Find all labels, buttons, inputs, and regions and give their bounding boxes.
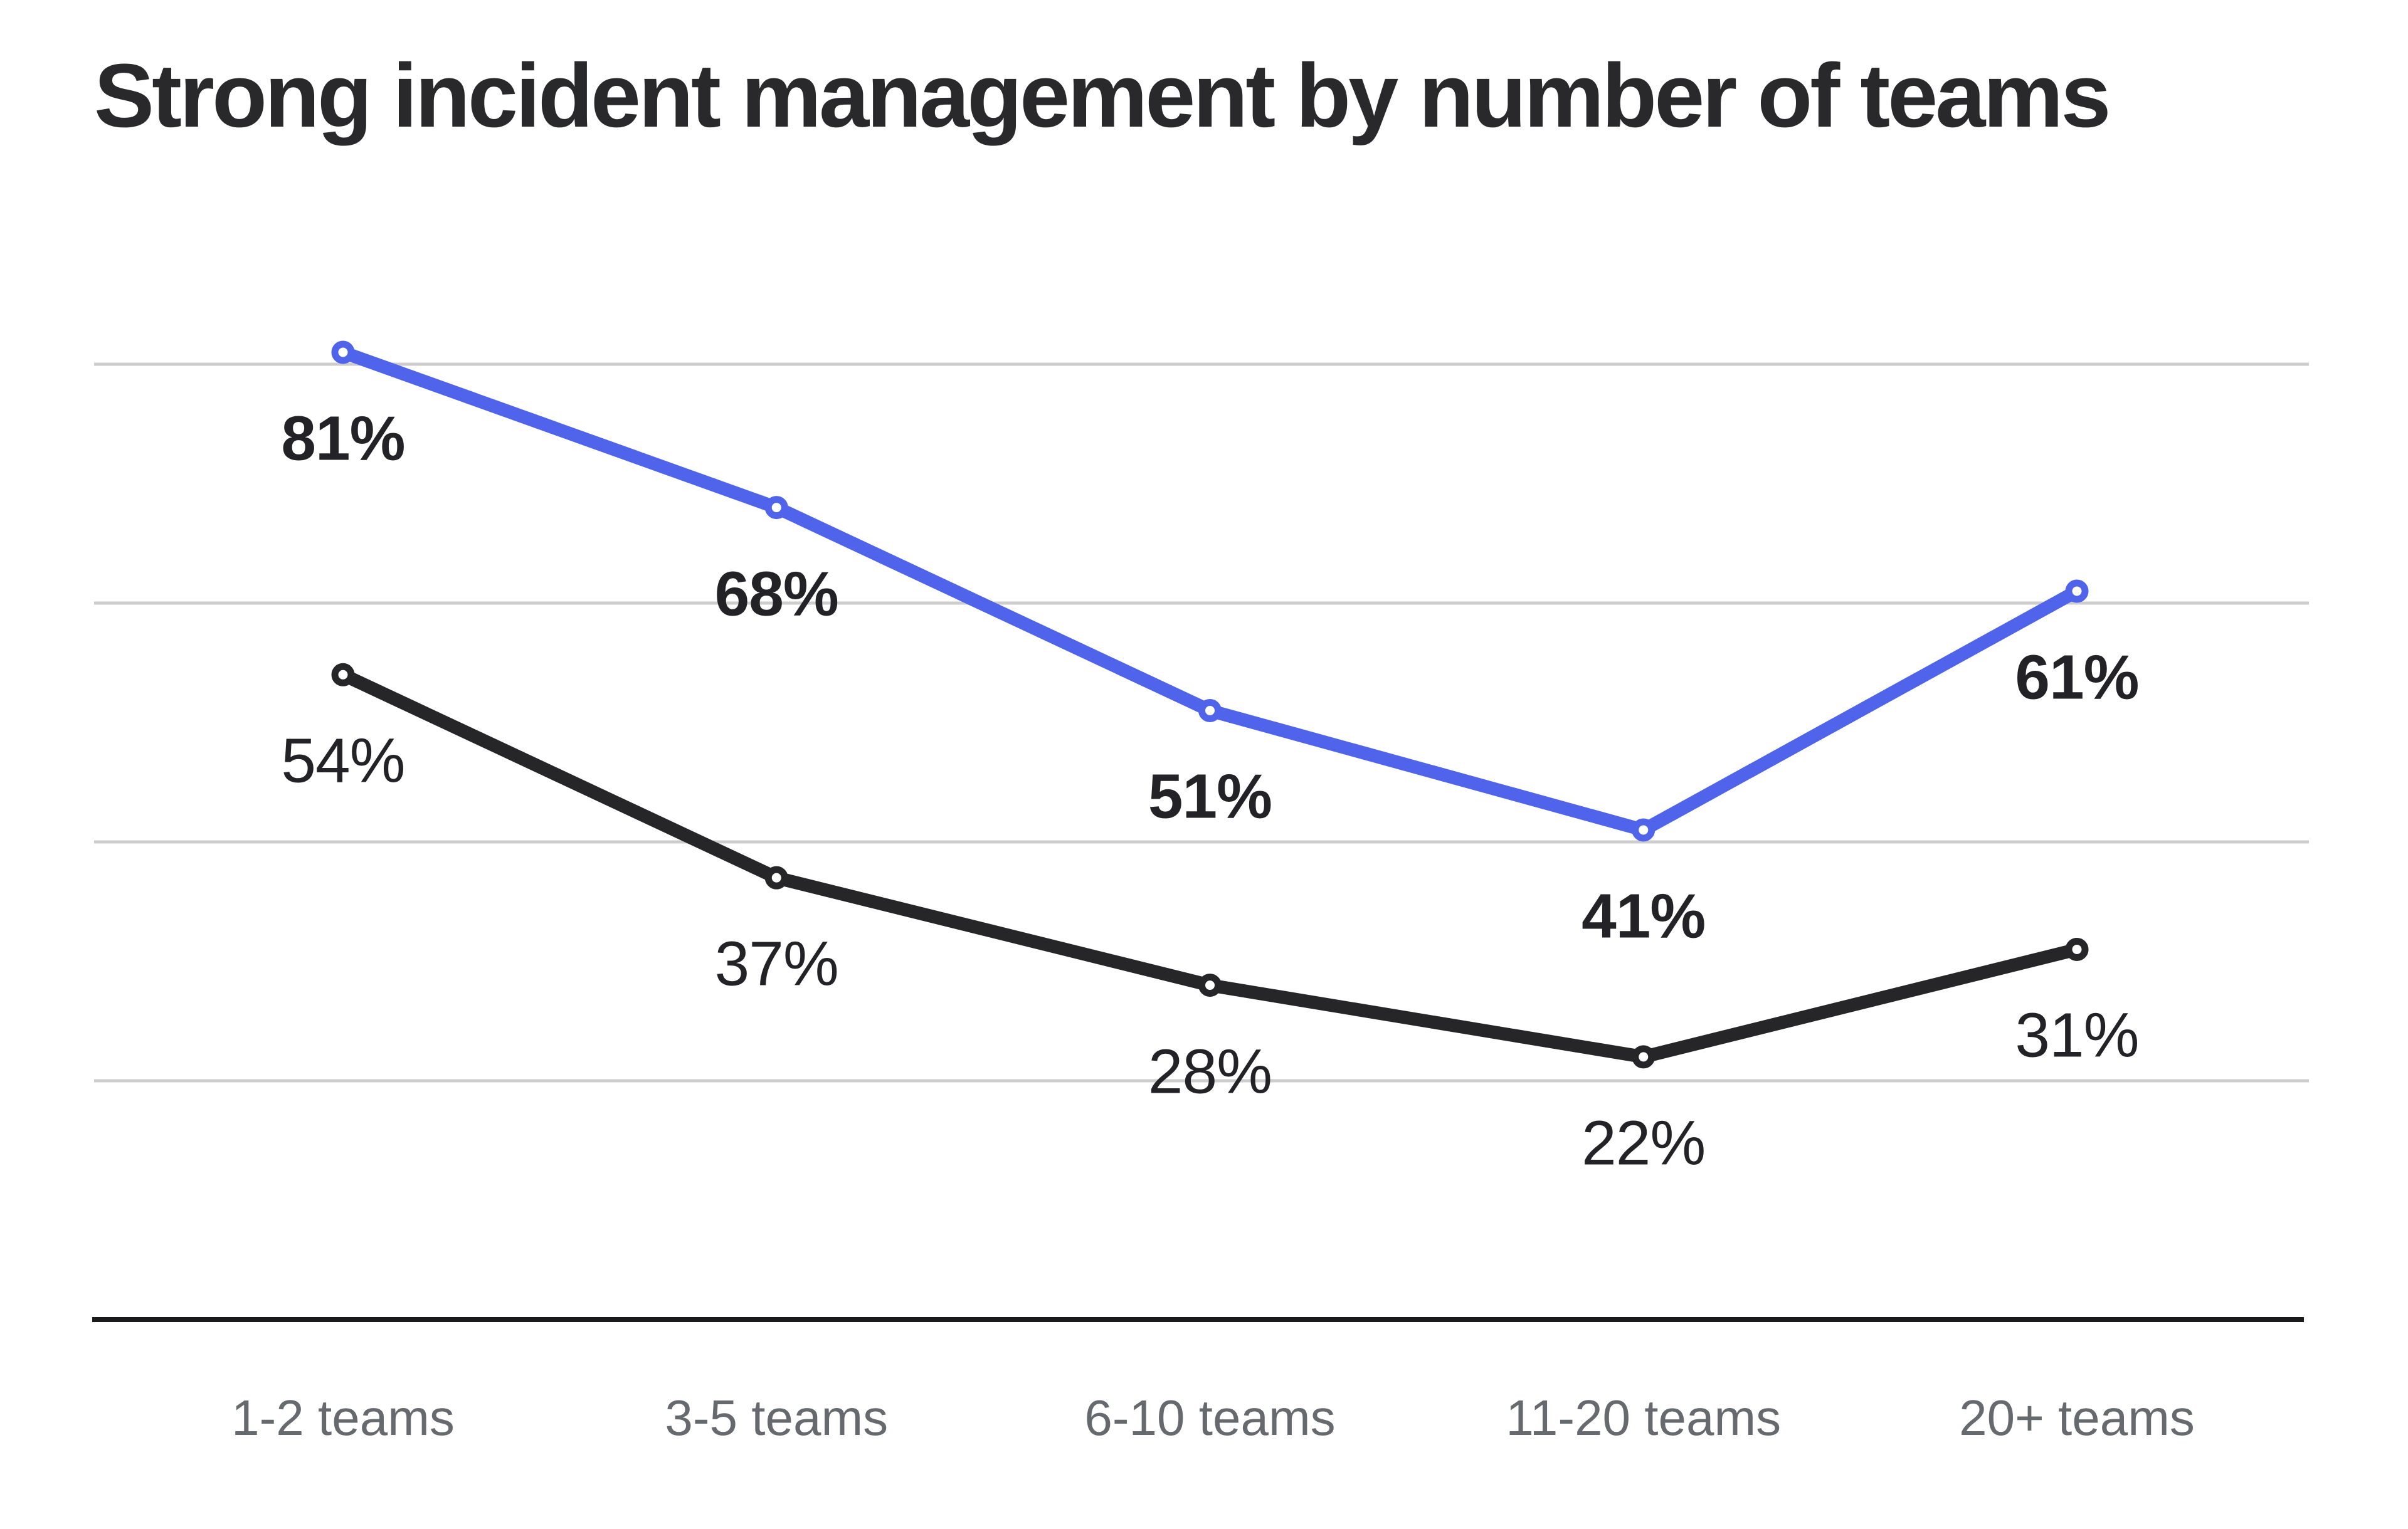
data-label-black-line: 22% bbox=[1582, 1108, 1706, 1179]
x-axis-label: 20+ teams bbox=[1959, 1390, 2195, 1446]
chart-title: Strong incident management by number of … bbox=[94, 45, 2111, 146]
data-label-black-line: 54% bbox=[281, 725, 405, 796]
data-point-marker-blue-line bbox=[1198, 698, 1222, 722]
data-point-marker-black-line bbox=[764, 866, 788, 890]
data-point-marker-black-line bbox=[1632, 1045, 1656, 1069]
data-label-blue-line: 41% bbox=[1582, 881, 1706, 952]
x-axis-label: 1-2 teams bbox=[231, 1390, 455, 1446]
data-label-blue-line: 51% bbox=[1148, 761, 1272, 832]
data-label-blue-line: 81% bbox=[281, 403, 405, 474]
data-point-marker-black-line bbox=[1198, 974, 1222, 997]
x-axis-label: 11-20 teams bbox=[1506, 1390, 1782, 1446]
data-point-marker-black-line bbox=[2065, 937, 2089, 961]
data-label-blue-line: 61% bbox=[2015, 642, 2139, 713]
x-axis-label: 3-5 teams bbox=[665, 1390, 889, 1446]
data-point-marker-blue-line bbox=[331, 340, 355, 364]
data-point-marker-blue-line bbox=[764, 496, 788, 520]
data-label-black-line: 31% bbox=[2015, 1000, 2139, 1071]
data-label-black-line: 37% bbox=[714, 928, 839, 999]
x-axis-label: 6-10 teams bbox=[1084, 1390, 1336, 1446]
data-label-black-line: 28% bbox=[1148, 1036, 1272, 1107]
data-point-marker-black-line bbox=[331, 663, 355, 686]
data-point-marker-blue-line bbox=[2065, 579, 2089, 603]
data-point-marker-blue-line bbox=[1632, 818, 1656, 842]
data-label-blue-line: 68% bbox=[714, 559, 839, 629]
